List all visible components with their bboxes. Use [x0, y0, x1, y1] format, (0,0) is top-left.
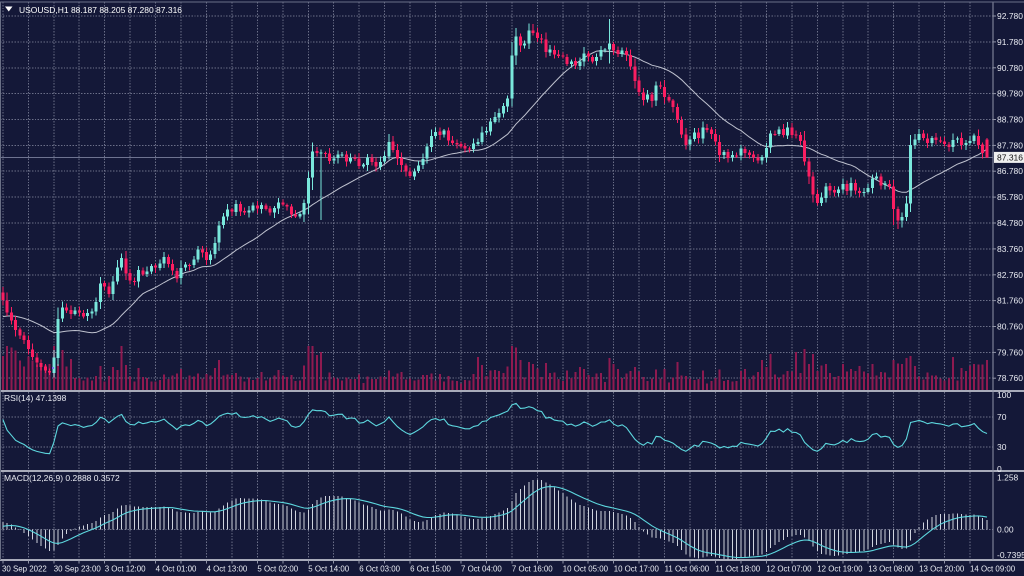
svg-text:12 Oct 19:00: 12 Oct 19:00	[817, 565, 863, 574]
svg-text:84.780: 84.780	[997, 218, 1023, 228]
svg-text:90.780: 90.780	[997, 63, 1023, 73]
svg-text:14 Oct 09:00: 14 Oct 09:00	[970, 565, 1016, 574]
svg-text:78.760: 78.760	[997, 373, 1023, 383]
svg-text:7 Oct 16:00: 7 Oct 16:00	[512, 565, 553, 574]
svg-text:89.780: 89.780	[997, 89, 1023, 99]
svg-text:3 Oct 12:00: 3 Oct 12:00	[105, 565, 146, 574]
svg-text:86.780: 86.780	[997, 166, 1023, 176]
svg-text:30 Sep 23:00: 30 Sep 23:00	[54, 565, 102, 574]
svg-text:70: 70	[997, 412, 1007, 422]
svg-text:100: 100	[997, 390, 1011, 400]
svg-text:82.760: 82.760	[997, 270, 1023, 280]
svg-text:6 Oct 15:00: 6 Oct 15:00	[410, 565, 451, 574]
svg-text:RSI(14) 47.1398: RSI(14) 47.1398	[4, 393, 67, 403]
svg-text:13 Oct 08:00: 13 Oct 08:00	[868, 565, 914, 574]
svg-text:80.760: 80.760	[997, 322, 1023, 332]
svg-text:0: 0	[997, 464, 1002, 474]
svg-text:-0.7395: -0.7395	[997, 550, 1024, 560]
svg-text:81.760: 81.760	[997, 296, 1023, 306]
svg-text:79.760: 79.760	[997, 347, 1023, 357]
svg-text:30 Sep 2022: 30 Sep 2022	[2, 565, 47, 574]
svg-text:11 Oct 18:00: 11 Oct 18:00	[716, 565, 761, 574]
svg-text:6 Oct 03:00: 6 Oct 03:00	[359, 565, 400, 574]
svg-text:4 Oct 01:00: 4 Oct 01:00	[156, 565, 197, 574]
svg-text:12 Oct 07:00: 12 Oct 07:00	[766, 565, 812, 574]
svg-text:88.780: 88.780	[997, 115, 1023, 125]
svg-text:11 Oct 06:00: 11 Oct 06:00	[665, 565, 710, 574]
svg-text:91.780: 91.780	[997, 37, 1023, 47]
svg-text:USOUSD,H1 88.187 88.205 87.28: USOUSD,H1 88.187 88.205 87.280 87.316	[19, 5, 182, 15]
svg-text:5 Oct 14:00: 5 Oct 14:00	[308, 565, 349, 574]
svg-text:87.316: 87.316	[997, 152, 1023, 162]
svg-text:13 Oct 20:00: 13 Oct 20:00	[919, 565, 965, 574]
svg-text:87.780: 87.780	[997, 140, 1023, 150]
svg-text:85.780: 85.780	[997, 192, 1023, 202]
svg-text:83.760: 83.760	[997, 244, 1023, 254]
svg-text:0.00: 0.00	[997, 525, 1014, 535]
svg-text:10 Oct 05:00: 10 Oct 05:00	[563, 565, 609, 574]
svg-text:5 Oct 02:00: 5 Oct 02:00	[257, 565, 298, 574]
svg-text:1.258: 1.258	[997, 472, 1019, 482]
svg-text:10 Oct 17:00: 10 Oct 17:00	[614, 565, 660, 574]
svg-text:92.780: 92.780	[997, 11, 1023, 21]
svg-text:7 Oct 04:00: 7 Oct 04:00	[461, 565, 502, 574]
svg-text:MACD(12,26,9) 0.2888 0.3572: MACD(12,26,9) 0.2888 0.3572	[4, 473, 120, 483]
svg-text:4 Oct 13:00: 4 Oct 13:00	[207, 565, 248, 574]
svg-text:30: 30	[997, 442, 1007, 452]
